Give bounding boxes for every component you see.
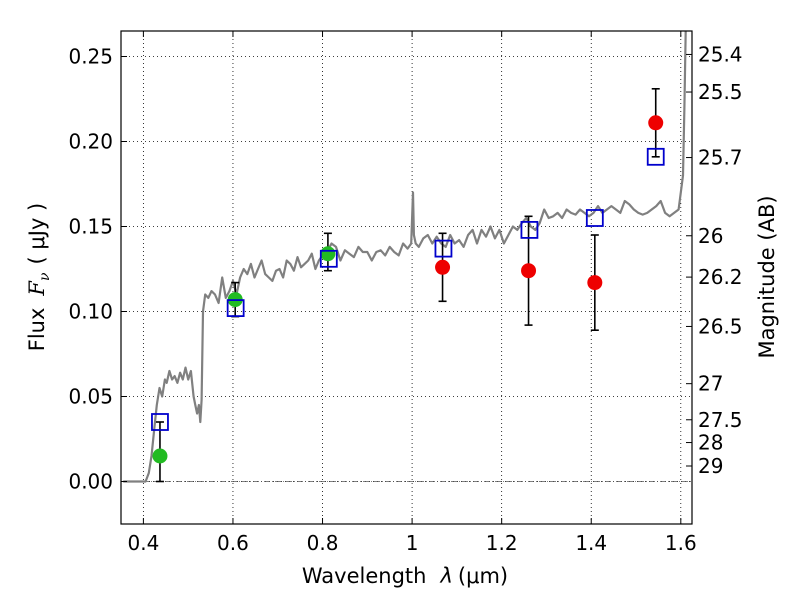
model-flux-marker bbox=[226, 299, 245, 318]
magnitude-axis-title: Magnitude (AB) bbox=[755, 195, 779, 358]
green-data-point bbox=[152, 448, 168, 464]
x-axis-ticks: 0.4 0.6 0.8 1 1.2 1.4 1.6 bbox=[127, 31, 697, 555]
magnitude-tick-label: 25.5 bbox=[698, 80, 743, 104]
red-data-point bbox=[435, 259, 451, 275]
x-tick-label: 1.6 bbox=[665, 531, 697, 555]
plot-frame bbox=[120, 30, 693, 525]
model-flux-marker bbox=[151, 413, 169, 431]
y-tick-label: 0.25 bbox=[68, 45, 113, 69]
magnitude-tick-label: 29 bbox=[698, 454, 723, 478]
green-data-point bbox=[320, 246, 336, 262]
x-tick-label: 0.6 bbox=[217, 531, 249, 555]
model-flux-marker bbox=[520, 220, 539, 239]
x-tick-label: 0.8 bbox=[307, 531, 339, 555]
model-flux-marker bbox=[319, 249, 338, 268]
y-axis-ticks: 0.00 0.05 0.10 0.15 0.20 0.25 bbox=[68, 45, 127, 494]
magnitude-tick-label: 27.5 bbox=[698, 408, 743, 432]
red-data-point bbox=[521, 263, 537, 279]
data-markers bbox=[151, 115, 665, 464]
model-flux-marker bbox=[585, 209, 604, 227]
x-tick-label: 0.4 bbox=[127, 531, 159, 555]
model-flux-marker bbox=[434, 239, 453, 258]
x-tick-label: 1 bbox=[406, 531, 419, 555]
x-axis-title: Wavelength λ (μm) bbox=[302, 564, 508, 588]
magnitude-tick-label: 25.4 bbox=[698, 42, 743, 66]
y-axis-title: FluxFν( μJy ) bbox=[25, 203, 53, 351]
model-spectrum bbox=[123, 30, 687, 483]
x-tick-label: 1.4 bbox=[575, 531, 607, 555]
red-data-point bbox=[648, 115, 664, 131]
red-data-point bbox=[587, 275, 603, 291]
magnitude-tick-label: 26.2 bbox=[698, 265, 743, 289]
model-spectrum-line bbox=[123, 30, 687, 483]
magnitude-tick-label: 26 bbox=[698, 224, 723, 248]
y-tick-label: 0.10 bbox=[68, 300, 113, 324]
magnitude-tick-label: 26.5 bbox=[698, 314, 743, 338]
magnitude-tick-label: 28 bbox=[698, 431, 723, 455]
x-tick-label: 1.2 bbox=[486, 531, 518, 555]
y-tick-label: 0.00 bbox=[68, 470, 113, 494]
y-tick-label: 0.05 bbox=[68, 385, 113, 409]
y-tick-label: 0.20 bbox=[68, 130, 113, 154]
model-flux-marker bbox=[646, 147, 665, 166]
magnitude-tick-label: 25.7 bbox=[698, 146, 743, 170]
y-tick-label: 0.15 bbox=[68, 215, 113, 239]
grid-lines bbox=[121, 31, 692, 524]
magnitude-tick-label: 27 bbox=[698, 372, 723, 396]
